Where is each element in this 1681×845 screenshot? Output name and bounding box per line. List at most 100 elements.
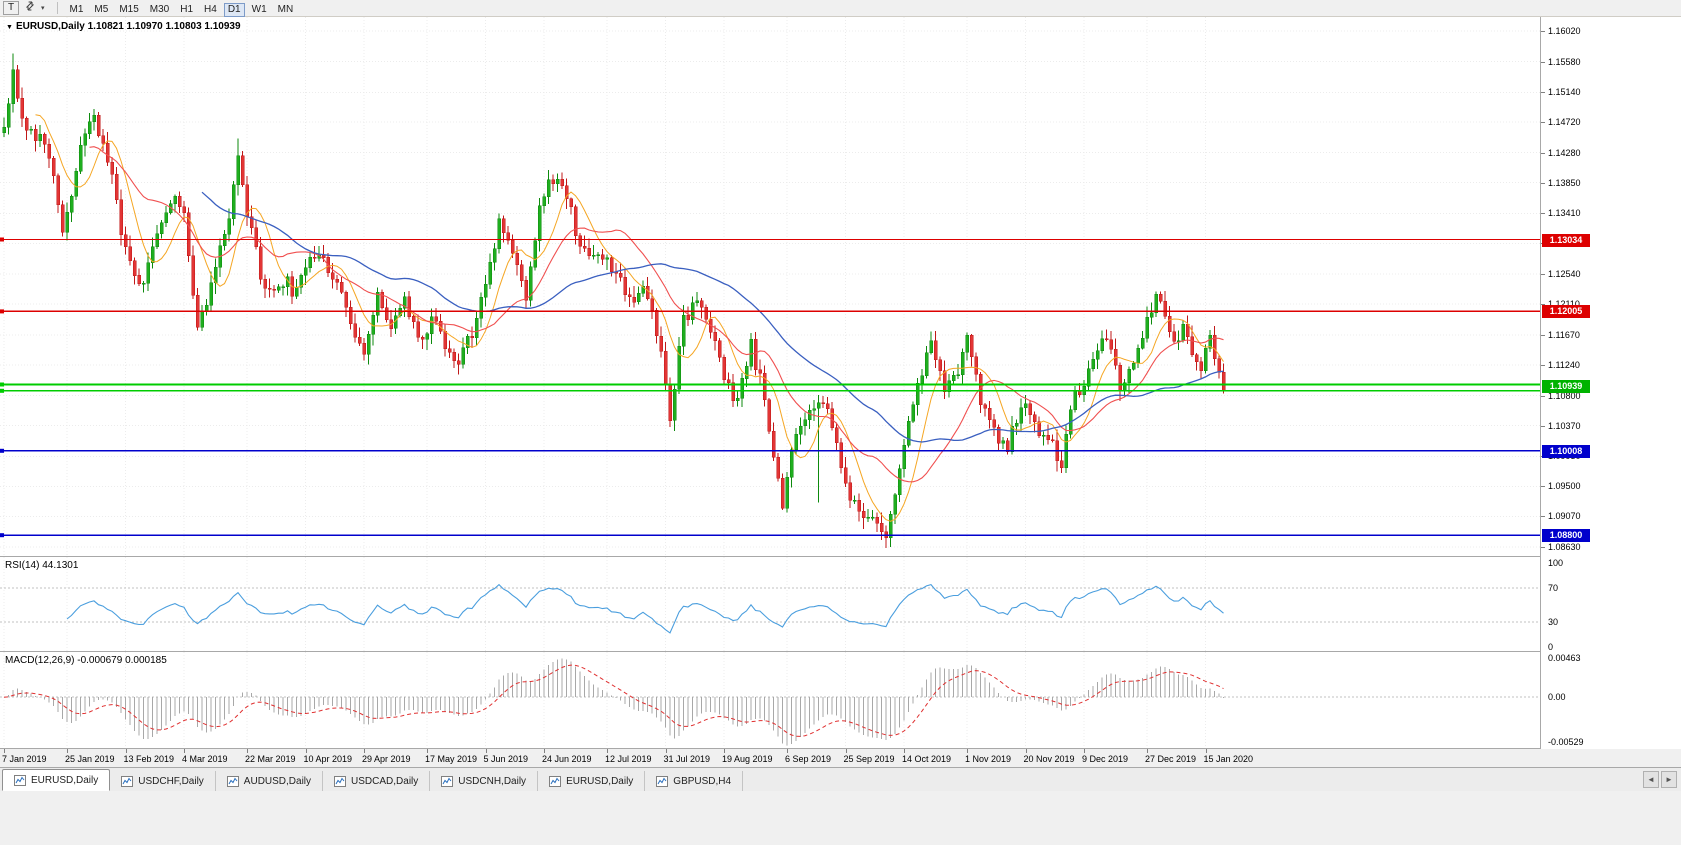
chart-tab-icon bbox=[549, 775, 562, 787]
chart-tab-audusd-daily[interactable]: AUDUSD,Daily bbox=[216, 771, 324, 791]
rsi-axis-label: 30 bbox=[1548, 616, 1559, 627]
chart-tab-label: USDCNH,Daily bbox=[458, 775, 527, 787]
price-axis-label: 1.08630 bbox=[1548, 542, 1581, 553]
date-axis-label: 6 Sep 2019 bbox=[785, 754, 832, 764]
timeframe-m5-button[interactable]: M5 bbox=[90, 3, 112, 17]
price-axis-tick bbox=[1541, 274, 1545, 275]
price-axis-label: 1.12110 bbox=[1548, 299, 1580, 310]
date-axis-tick bbox=[846, 749, 847, 753]
chart-tab-label: USDCAD,Daily bbox=[351, 775, 419, 787]
rsi-value: 44.1301 bbox=[42, 560, 79, 571]
macd-name: MACD(12,26,9) bbox=[5, 655, 75, 666]
chart-tab-usdcnh-daily[interactable]: USDCNH,Daily bbox=[430, 771, 539, 791]
main-chart-canvas[interactable] bbox=[0, 17, 1540, 556]
date-axis-label: 9 Dec 2019 bbox=[1082, 754, 1129, 764]
price-axis-tick bbox=[1541, 304, 1545, 305]
panel-separator[interactable] bbox=[0, 556, 1681, 557]
date-axis-label: 20 Nov 2019 bbox=[1023, 754, 1075, 764]
date-axis-tick bbox=[607, 749, 608, 753]
price-axis-label: 1.11670 bbox=[1548, 329, 1580, 340]
macd-axis-label: 0.00463 bbox=[1548, 653, 1581, 663]
date-axis-tick bbox=[666, 749, 667, 753]
date-axis[interactable]: 7 Jan 2019 25 Jan 2019 13 Feb 2019 4 Mar 20… bbox=[0, 749, 1681, 767]
price-tag: 1.13034 bbox=[1542, 233, 1590, 247]
price-axis-tick bbox=[1541, 516, 1545, 517]
panel-separator[interactable] bbox=[0, 651, 1681, 652]
price-axis-tick bbox=[1541, 62, 1545, 63]
price-axis-tick bbox=[1541, 396, 1545, 397]
tab-scroll-left-button[interactable]: ◄ bbox=[1643, 771, 1659, 788]
chart-tab-label: EURUSD,Daily bbox=[31, 774, 99, 786]
cursor-tool-dropdown-caret[interactable]: ▾ bbox=[41, 5, 45, 12]
date-axis-tick bbox=[364, 749, 365, 753]
macd-axis-label: 0.00 bbox=[1548, 692, 1566, 703]
price-scale[interactable]: 1.16020 1.15580 1.15140 1.14720 1.14280 1.138… bbox=[1540, 17, 1681, 749]
chart-tab-icon bbox=[226, 775, 239, 787]
template-button[interactable]: T bbox=[3, 1, 19, 15]
price-axis-label: 1.14280 bbox=[1548, 147, 1581, 158]
timeframe-m15-button[interactable]: M15 bbox=[115, 3, 142, 17]
timeframe-h1-button[interactable]: H1 bbox=[176, 3, 197, 17]
price-tag: 1.10008 bbox=[1542, 444, 1590, 458]
price-axis-tick bbox=[1541, 547, 1545, 548]
date-axis-tick bbox=[247, 749, 248, 753]
date-axis-tick bbox=[427, 749, 428, 753]
date-axis-tick bbox=[1206, 749, 1207, 753]
rsi-panel-canvas[interactable] bbox=[0, 557, 1540, 651]
toolbar: T ▾ M1 M5 M15 M30 H1 H4 D1 W1 MN bbox=[0, 0, 1681, 17]
rsi-name: RSI(14) bbox=[5, 560, 40, 571]
date-axis-label: 24 Jun 2019 bbox=[542, 754, 592, 764]
rsi-axis-label: 100 bbox=[1548, 558, 1564, 568]
price-tag: 1.12005 bbox=[1542, 305, 1590, 319]
chart-tab-eurusd-daily[interactable]: EURUSD,Daily bbox=[538, 771, 646, 791]
timeframe-d1-button[interactable]: D1 bbox=[223, 3, 245, 17]
date-axis-label: 29 Apr 2019 bbox=[362, 754, 411, 764]
chart-tab-gbpusd-h4[interactable]: GBPUSD,H4 bbox=[645, 771, 744, 791]
timeframe-h4-button[interactable]: H4 bbox=[200, 3, 221, 17]
chart-tab-usdcad-daily[interactable]: USDCAD,Daily bbox=[323, 771, 431, 791]
date-axis-tick bbox=[904, 749, 905, 753]
price-axis-tick bbox=[1541, 31, 1545, 32]
date-axis-tick bbox=[67, 749, 68, 753]
timeframe-m30-button[interactable]: M30 bbox=[146, 3, 173, 17]
chart-menu-triangle-icon[interactable]: ▼ bbox=[6, 24, 13, 31]
price-axis-label: 1.13850 bbox=[1548, 177, 1581, 188]
tab-scroll-right-button[interactable]: ► bbox=[1661, 771, 1677, 788]
chart-symbol-label: EURUSD,Daily bbox=[15, 21, 85, 32]
rsi-indicator-label: RSI(14) 44.1301 bbox=[5, 560, 78, 571]
date-axis-tick bbox=[544, 749, 545, 753]
chart-tab-usdchf-daily[interactable]: USDCHF,Daily bbox=[110, 771, 216, 791]
date-axis-tick bbox=[787, 749, 788, 753]
chart-tab-label: USDCHF,Daily bbox=[138, 775, 204, 787]
cursor-tool-button[interactable] bbox=[21, 1, 39, 15]
price-axis-label: 1.15580 bbox=[1548, 56, 1581, 67]
date-axis-label: 17 May 2019 bbox=[425, 754, 478, 764]
timeframe-m1-button[interactable]: M1 bbox=[66, 3, 88, 17]
price-axis-tick bbox=[1541, 92, 1545, 93]
price-axis-tick bbox=[1541, 183, 1545, 184]
date-axis-label: 13 Feb 2019 bbox=[123, 754, 175, 764]
macd-panel-canvas[interactable] bbox=[0, 652, 1540, 748]
price-axis-label: 1.10800 bbox=[1548, 390, 1581, 401]
tabbar-separator bbox=[0, 767, 1681, 768]
chart-tab-eurusd-daily[interactable]: EURUSD,Daily bbox=[2, 769, 111, 791]
date-axis-tick bbox=[184, 749, 185, 753]
chart-tab-label: AUDUSD,Daily bbox=[243, 775, 312, 787]
date-axis-tick bbox=[1147, 749, 1148, 753]
price-axis-label: 1.14720 bbox=[1548, 116, 1581, 127]
date-axis-label: 31 Jul 2019 bbox=[663, 754, 711, 764]
price-axis-label: 1.10370 bbox=[1548, 420, 1581, 431]
price-axis-tick bbox=[1541, 365, 1545, 366]
panel-separator bbox=[0, 748, 1681, 749]
chart-tab-bar: EURUSD,Daily USDCHF,Daily AUDUSD,Daily USDC… bbox=[0, 768, 1681, 791]
chart-ohlc-values: 1.10821 1.10970 1.10803 1.10939 bbox=[87, 21, 241, 32]
date-axis-label: 25 Jan 2019 bbox=[65, 754, 115, 764]
price-axis-label: 1.09070 bbox=[1548, 511, 1581, 522]
timeframe-mn-button[interactable]: MN bbox=[274, 3, 298, 17]
date-axis-label: 22 Mar 2019 bbox=[245, 754, 296, 764]
date-axis-label: 1 Nov 2019 bbox=[965, 754, 1012, 764]
price-axis-label: 1.13410 bbox=[1548, 208, 1581, 219]
date-axis-tick bbox=[967, 749, 968, 753]
timeframe-w1-button[interactable]: W1 bbox=[248, 3, 271, 17]
